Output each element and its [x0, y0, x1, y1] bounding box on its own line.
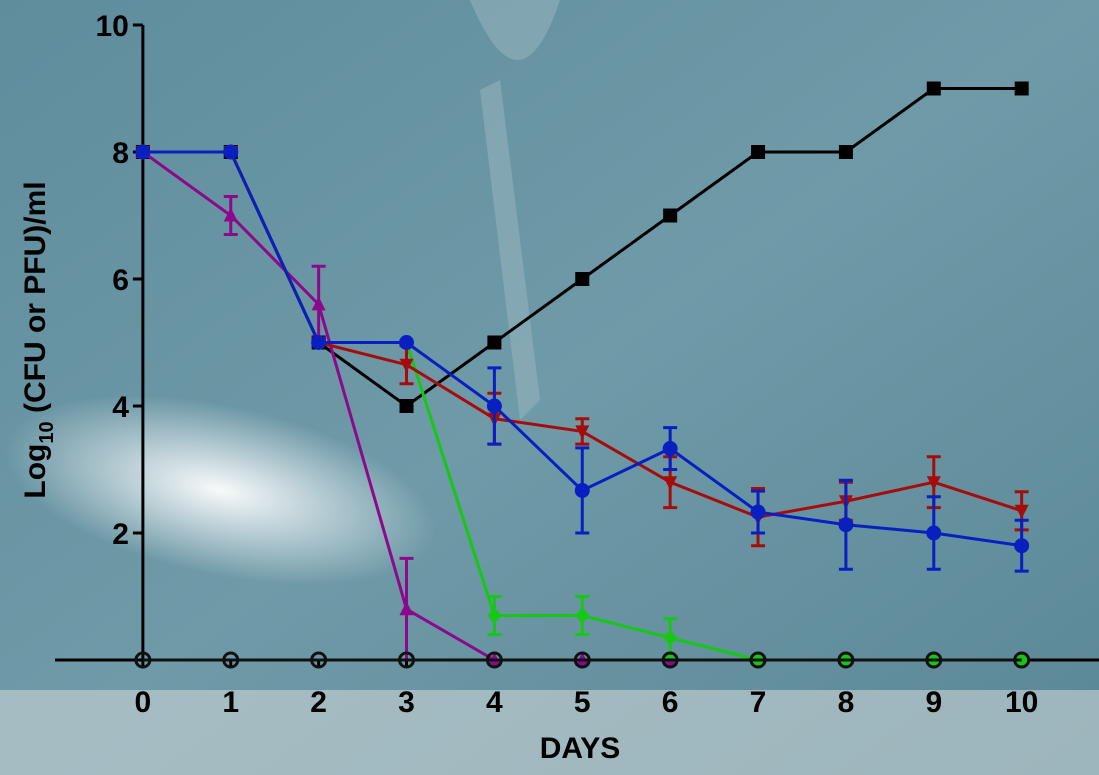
marker [223, 145, 238, 160]
x-tick-label: 3 [398, 686, 415, 719]
x-tick-label: 5 [574, 686, 591, 719]
y-label-base: Log [19, 444, 52, 499]
marker [838, 517, 853, 532]
marker [575, 272, 589, 286]
y-tick-label: 6 [112, 264, 129, 297]
marker [1014, 538, 1029, 553]
marker [839, 145, 853, 159]
x-tick-label: 10 [1005, 686, 1038, 719]
marker [751, 505, 766, 520]
marker [926, 526, 941, 541]
marker [927, 82, 941, 96]
x-tick-label: 6 [662, 686, 679, 719]
x-tick-label: 1 [222, 686, 239, 719]
x-tick-label: 8 [838, 686, 855, 719]
x-tick-label: 4 [486, 686, 503, 719]
y-label-rest: (CFU or PFU)/ml [19, 181, 52, 421]
y-label-subscript: 10 [36, 421, 58, 443]
x-tick-label: 7 [750, 686, 767, 719]
y-tick-label: 4 [112, 391, 129, 424]
marker [399, 335, 414, 350]
marker [575, 483, 590, 498]
y-tick-label: 10 [96, 10, 129, 43]
y-tick-label: 8 [112, 137, 129, 170]
marker [487, 336, 501, 350]
marker [487, 399, 502, 414]
x-tick-label: 9 [925, 686, 942, 719]
marker [751, 145, 765, 159]
marker [1015, 82, 1029, 96]
x-tick-label: 0 [135, 686, 152, 719]
marker [311, 335, 326, 350]
chart: Log10 (CFU or PFU)/ml DAYS 2468100123456… [0, 0, 1099, 775]
marker [663, 441, 678, 456]
marker [663, 209, 677, 223]
marker [400, 399, 414, 413]
x-tick-label: 2 [310, 686, 327, 719]
marker [135, 145, 150, 160]
x-axis-label: DAYS [540, 732, 621, 765]
y-tick-label: 2 [112, 518, 129, 551]
